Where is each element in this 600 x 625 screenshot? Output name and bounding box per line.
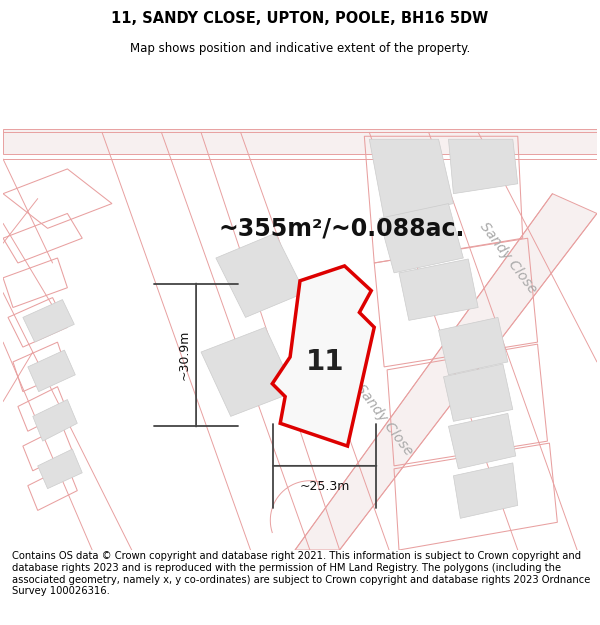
- Polygon shape: [399, 259, 478, 321]
- Polygon shape: [448, 413, 516, 469]
- Text: 11: 11: [305, 348, 344, 376]
- Polygon shape: [295, 194, 597, 550]
- Polygon shape: [369, 139, 454, 218]
- Polygon shape: [379, 204, 463, 273]
- Text: ~30.9m: ~30.9m: [177, 330, 190, 380]
- Polygon shape: [216, 233, 305, 318]
- Text: 11, SANDY CLOSE, UPTON, POOLE, BH16 5DW: 11, SANDY CLOSE, UPTON, POOLE, BH16 5DW: [112, 11, 488, 26]
- Polygon shape: [439, 318, 508, 375]
- Polygon shape: [38, 449, 82, 489]
- Text: ~355m²/~0.088ac.: ~355m²/~0.088ac.: [219, 216, 465, 241]
- Text: Map shows position and indicative extent of the property.: Map shows position and indicative extent…: [130, 42, 470, 55]
- Polygon shape: [23, 299, 74, 342]
- Text: Sandy Close: Sandy Close: [476, 220, 539, 296]
- Polygon shape: [448, 139, 518, 194]
- Text: Contains OS data © Crown copyright and database right 2021. This information is : Contains OS data © Crown copyright and d…: [12, 551, 590, 596]
- Polygon shape: [272, 266, 374, 446]
- Polygon shape: [443, 364, 513, 421]
- Text: Sandy Close: Sandy Close: [353, 381, 415, 458]
- Text: ~25.3m: ~25.3m: [299, 480, 350, 492]
- Polygon shape: [201, 328, 295, 416]
- Polygon shape: [28, 350, 76, 392]
- Polygon shape: [454, 463, 518, 518]
- Polygon shape: [33, 399, 77, 441]
- Polygon shape: [3, 129, 597, 154]
